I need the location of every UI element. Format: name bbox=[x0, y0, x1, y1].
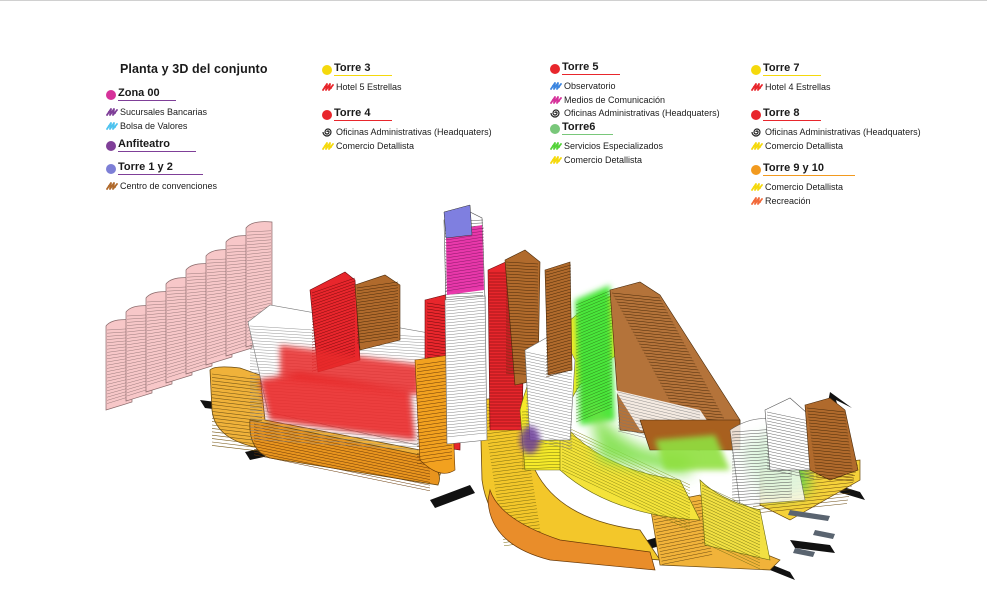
legend-underline bbox=[562, 134, 613, 136]
legend-underline bbox=[334, 75, 392, 77]
torres-3-4-block bbox=[247, 271, 463, 474]
legend-group-title: Torre 5 bbox=[562, 61, 599, 73]
legend-group-title: Torre 3 bbox=[334, 62, 371, 74]
legend-dot-icon bbox=[751, 110, 761, 120]
legend-dot-icon bbox=[751, 165, 761, 175]
legend-dot-icon bbox=[550, 64, 560, 74]
legend-item-label: Observatorio bbox=[564, 81, 616, 91]
legend-item-label: Centro de convenciones bbox=[120, 181, 218, 191]
legend-item-label: Oficinas Administrativas (Headquaters) bbox=[336, 127, 492, 137]
legend-dot-icon bbox=[106, 90, 116, 100]
legend-item-label: Oficinas Administrativas (Headquaters) bbox=[765, 127, 921, 137]
legend-group-title: Torre 7 bbox=[763, 62, 800, 74]
legend-underline bbox=[118, 100, 176, 102]
legend-group-title: Torre 9 y 10 bbox=[763, 162, 824, 174]
legend-underline bbox=[763, 175, 855, 177]
legend-underline bbox=[763, 120, 821, 122]
legend-dot-icon bbox=[106, 141, 116, 151]
legend-group-title: Torre 4 bbox=[334, 107, 371, 119]
legend-item-label: Comercio Detallista bbox=[765, 140, 844, 151]
legend-item-label: Servicios Especializados bbox=[564, 141, 664, 151]
legend-underline bbox=[334, 120, 392, 122]
torres-7-8-block bbox=[544, 261, 741, 470]
legend-underline bbox=[118, 174, 203, 176]
legend-item-label: Hotel 5 Estrellas bbox=[336, 82, 402, 92]
legend-item-label: Sucursales Bancarias bbox=[120, 107, 208, 117]
torre-5-tower bbox=[443, 204, 488, 445]
legend-item-label: Comercio Detallista bbox=[336, 140, 415, 151]
legend-group-title: Zona 00 bbox=[118, 87, 160, 99]
lane-markers bbox=[788, 510, 835, 557]
legend-item-label: Medios de Comunicación bbox=[564, 94, 666, 105]
legend-underline bbox=[763, 75, 821, 77]
legend-dot-icon bbox=[106, 164, 116, 174]
legend-underline bbox=[118, 151, 196, 153]
top-border bbox=[0, 0, 987, 1]
page-title: Planta y 3D del conjunto bbox=[120, 62, 268, 76]
legend-group-title: Torre 1 y 2 bbox=[118, 161, 173, 173]
legend-item-label: Comercio Detallista bbox=[765, 182, 844, 192]
legend-group-title: Anfiteatro bbox=[118, 138, 170, 150]
legend-item-label: Comercio Detallista bbox=[564, 154, 643, 165]
legend-underline bbox=[562, 74, 620, 76]
legend-item-label: Recreación bbox=[765, 195, 811, 206]
legend-dot-icon bbox=[322, 110, 332, 120]
legend-dot-icon bbox=[550, 124, 560, 134]
legend-item-label: Hotel 4 Estrellas bbox=[765, 82, 831, 92]
torres-9-10-block bbox=[699, 397, 859, 570]
anfiteatro bbox=[520, 426, 540, 454]
legend-item-label: Oficinas Administrativas (Headquaters) bbox=[564, 108, 720, 118]
legend-group-title: Torre 8 bbox=[763, 107, 800, 119]
legend-group-title: Torre6 bbox=[562, 121, 596, 133]
legend-dot-icon bbox=[322, 65, 332, 75]
legend-item-label: Bolsa de Valores bbox=[120, 120, 188, 131]
legend-dot-icon bbox=[751, 65, 761, 75]
torres-1-2-block bbox=[105, 221, 273, 411]
